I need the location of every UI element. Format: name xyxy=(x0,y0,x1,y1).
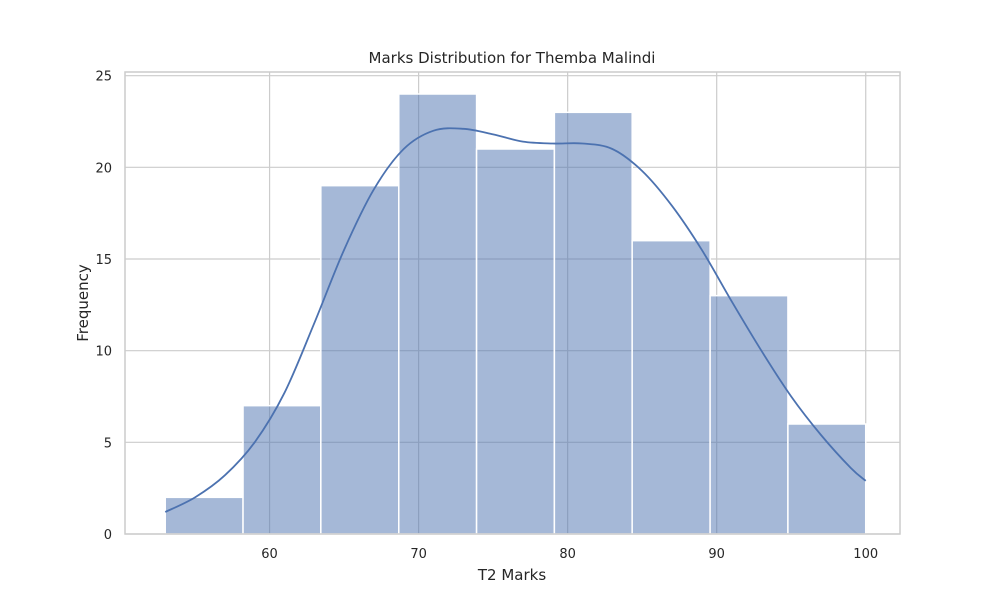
y-tick-label: 5 xyxy=(104,436,112,451)
x-axis-label: T2 Marks xyxy=(477,566,546,584)
x-tick-label: 90 xyxy=(708,547,725,562)
histogram-bar xyxy=(553,111,633,535)
kde-curve xyxy=(164,127,867,513)
chart-title: Marks Distribution for Themba Malindi xyxy=(369,49,656,67)
histogram-bar xyxy=(398,93,478,535)
plot-area-frame xyxy=(124,71,901,535)
histogram-bars xyxy=(164,93,867,535)
x-tick-label: 60 xyxy=(261,547,278,562)
histogram-bar xyxy=(631,239,711,535)
histogram-bar xyxy=(164,496,244,535)
x-tick-label: 100 xyxy=(853,547,878,562)
histogram-bar xyxy=(242,404,322,535)
y-tick-label: 20 xyxy=(95,161,112,176)
y-axis-label: Frequency xyxy=(74,264,92,342)
x-tick-label: 70 xyxy=(410,547,427,562)
histogram-bar xyxy=(709,294,789,535)
y-tick-labels: 0 5 10 15 20 25 xyxy=(95,70,112,543)
y-tick-label: 10 xyxy=(95,345,112,360)
y-tick-label: 25 xyxy=(95,70,112,85)
histogram-bar xyxy=(320,184,400,535)
kde-curve-group xyxy=(164,127,867,513)
histogram-bar xyxy=(475,148,556,535)
x-tick-label: 80 xyxy=(559,547,576,562)
y-tick-label: 0 xyxy=(104,528,112,543)
x-tick-labels: 60 70 80 90 100 xyxy=(261,547,878,562)
y-tick-label: 15 xyxy=(95,253,112,268)
